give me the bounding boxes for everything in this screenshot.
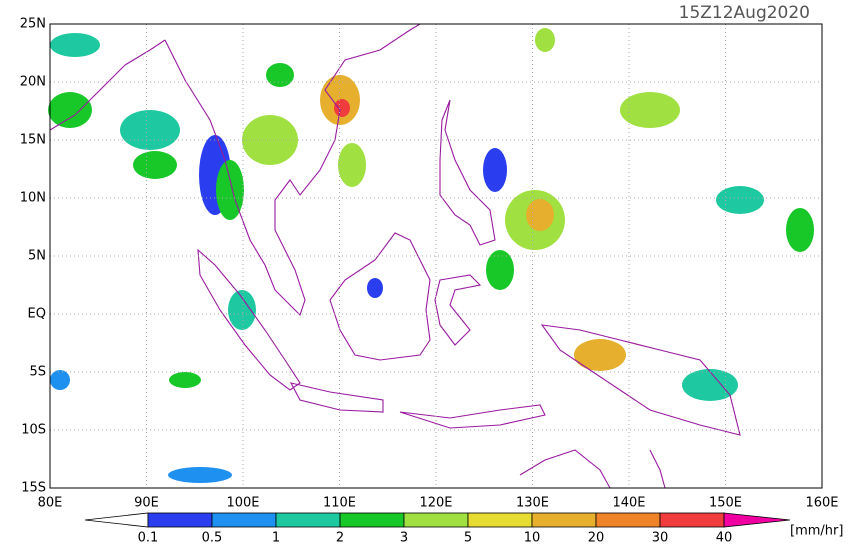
colorbar-label: 40	[716, 531, 733, 544]
coastline	[519, 449, 611, 489]
map-title: 15Z12Aug2020	[679, 3, 810, 23]
colorbar-bin	[403, 512, 469, 528]
colorbar-bin	[595, 512, 661, 528]
lat-label: 20N	[20, 75, 46, 90]
rain-cell	[367, 278, 383, 298]
lon-label: 90E	[134, 496, 159, 511]
lon-label: 130E	[516, 496, 549, 511]
rain-cell	[168, 467, 232, 483]
coastline	[289, 382, 384, 413]
lon-label: 80E	[38, 496, 63, 511]
lat-label: 25N	[20, 17, 46, 32]
coastline	[434, 274, 482, 346]
coastline	[540, 324, 741, 436]
plot-frame	[49, 23, 823, 489]
rain-cell	[48, 92, 92, 128]
colorbar-bin	[659, 512, 725, 528]
coastline	[649, 449, 666, 489]
coastline	[49, 39, 166, 131]
colorbar-label: 2	[336, 531, 344, 544]
rain-cell	[682, 369, 738, 401]
coastline	[164, 23, 421, 317]
lon-label: 120E	[419, 496, 452, 511]
lat-label: 5S	[29, 365, 46, 380]
rain-cell	[716, 186, 764, 214]
rain-cell	[526, 199, 554, 231]
lat-label: 15S	[21, 481, 46, 496]
rain-cell	[620, 92, 680, 128]
lon-label: 140E	[612, 496, 645, 511]
coastline	[197, 248, 301, 391]
precipitation-field	[48, 28, 814, 483]
lat-label: 10N	[20, 191, 46, 206]
rain-cell	[334, 99, 350, 117]
lon-label: 150E	[709, 496, 742, 511]
rain-cell	[786, 208, 814, 252]
lat-label: 15N	[20, 133, 46, 148]
graticule	[50, 24, 822, 488]
colorbar-label: 5	[464, 531, 472, 544]
colorbar-bin	[531, 512, 597, 528]
colorbar-bin	[467, 512, 533, 528]
colorbar-bin	[275, 512, 341, 528]
rain-cell	[266, 63, 294, 87]
lon-label: 100E	[226, 496, 259, 511]
rain-cell	[133, 151, 177, 179]
rain-cell	[50, 370, 70, 390]
coastline	[439, 99, 496, 246]
axis-labels: 80E 90E 100E 110E 120E 130E 140E 150E 160E 25N 20N…	[20, 17, 839, 511]
rain-cell	[228, 290, 256, 330]
colorbar-unit: [mm/hr]	[790, 524, 843, 539]
colorbar-bin	[211, 512, 277, 528]
lon-label: 110E	[323, 496, 356, 511]
colorbar-label: 1	[272, 531, 280, 544]
lat-label: 5N	[28, 249, 46, 264]
rain-cell	[483, 148, 507, 192]
rain-cell	[120, 110, 180, 150]
rain-cell	[535, 28, 555, 52]
rain-cell	[574, 339, 626, 371]
rain-cell	[486, 250, 514, 290]
colorbar-label: 0.1	[138, 531, 159, 544]
colorbar-label: 20	[588, 531, 605, 544]
coastline	[399, 404, 546, 429]
colorbar-bin	[339, 512, 405, 528]
colorbar: 0.1 0.5 1 2 3 5 10 20 30 40 [mm/hr]	[84, 512, 843, 544]
rain-cell	[169, 372, 201, 388]
lon-label: 160E	[805, 496, 838, 511]
colorbar-bin	[147, 512, 213, 528]
colorbar-label: 10	[524, 531, 541, 544]
colorbar-over	[723, 512, 791, 528]
coastlines	[49, 23, 741, 489]
colorbar-label: 0.5	[202, 531, 223, 544]
rain-cell	[50, 33, 100, 57]
rain-cell	[216, 160, 244, 220]
colorbar-label: 3	[400, 531, 408, 544]
coastline	[329, 232, 431, 361]
rain-cell	[338, 143, 366, 187]
lat-label: 10S	[21, 423, 46, 438]
colorbar-label: 30	[652, 531, 669, 544]
lat-label: EQ	[28, 307, 46, 322]
